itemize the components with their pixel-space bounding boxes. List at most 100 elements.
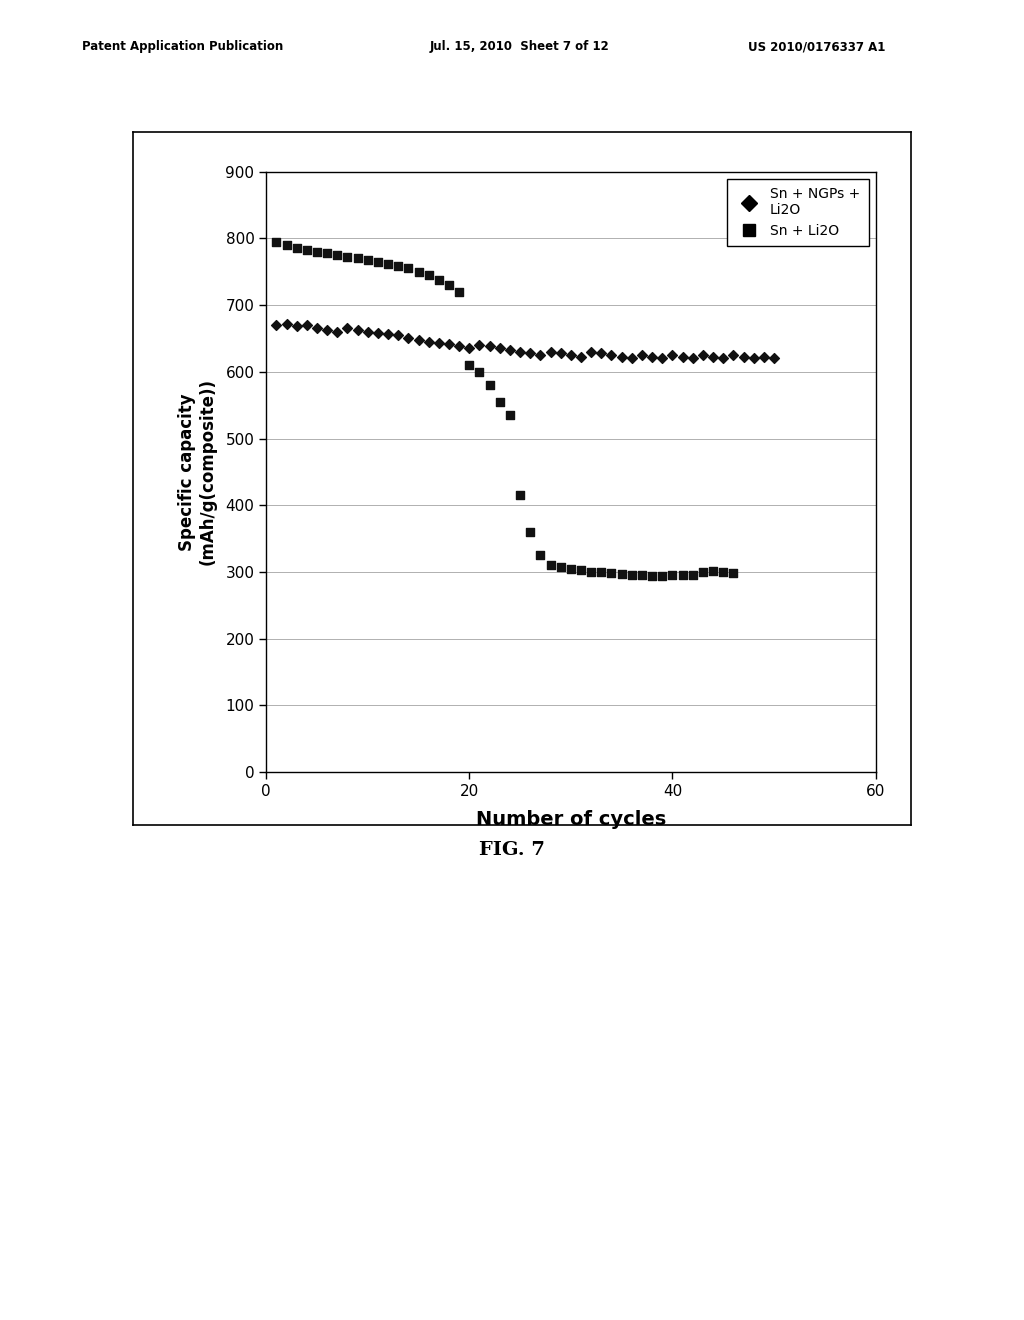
Sn + Li2O <box>400 257 417 279</box>
Sn + Li2O <box>339 247 355 268</box>
Sn + Li2O <box>563 558 580 579</box>
Sn + Li2O <box>481 375 498 396</box>
Sn + Li2O <box>359 249 376 271</box>
Sn + NGPs +
Li2O <box>756 347 772 368</box>
Text: FIG. 7: FIG. 7 <box>479 841 545 859</box>
Sn + NGPs +
Li2O <box>289 315 305 337</box>
Sn + Li2O <box>624 565 640 586</box>
Text: Patent Application Publication: Patent Application Publication <box>82 40 284 53</box>
Sn + Li2O <box>725 562 741 583</box>
Sn + NGPs +
Li2O <box>572 347 589 368</box>
Sn + Li2O <box>613 564 630 585</box>
Legend: Sn + NGPs +
Li2O, Sn + Li2O: Sn + NGPs + Li2O, Sn + Li2O <box>727 178 868 247</box>
Sn + NGPs +
Li2O <box>766 348 782 370</box>
Sn + NGPs +
Li2O <box>675 347 691 368</box>
Sn + NGPs +
Li2O <box>725 345 741 366</box>
Sn + NGPs +
Li2O <box>329 321 345 342</box>
Sn + Li2O <box>299 239 315 260</box>
Sn + Li2O <box>319 243 336 264</box>
Sn + NGPs +
Li2O <box>665 345 681 366</box>
Sn + NGPs +
Li2O <box>400 327 417 348</box>
Sn + Li2O <box>440 275 457 296</box>
Sn + NGPs +
Li2O <box>593 343 609 364</box>
Sn + NGPs +
Li2O <box>553 343 569 364</box>
Sn + Li2O <box>289 238 305 259</box>
Sn + NGPs +
Li2O <box>502 339 518 360</box>
Sn + Li2O <box>380 253 396 275</box>
Sn + Li2O <box>451 281 467 302</box>
Sn + NGPs +
Li2O <box>735 347 752 368</box>
Text: Jul. 15, 2010  Sheet 7 of 12: Jul. 15, 2010 Sheet 7 of 12 <box>430 40 610 53</box>
Sn + NGPs +
Li2O <box>440 334 457 355</box>
Sn + NGPs +
Li2O <box>370 322 386 343</box>
Sn + NGPs +
Li2O <box>339 318 355 339</box>
Sn + NGPs +
Li2O <box>431 333 447 354</box>
Sn + Li2O <box>694 561 711 582</box>
Sn + NGPs +
Li2O <box>411 329 427 350</box>
Sn + Li2O <box>329 244 345 265</box>
Sn + Li2O <box>553 556 569 577</box>
Sn + NGPs +
Li2O <box>451 335 467 356</box>
Sn + Li2O <box>502 405 518 426</box>
Sn + NGPs +
Li2O <box>684 348 700 370</box>
Sn + NGPs +
Li2O <box>563 345 580 366</box>
Y-axis label: Specific capacity
(mAh/g(composite)): Specific capacity (mAh/g(composite)) <box>178 379 217 565</box>
X-axis label: Number of cycles: Number of cycles <box>476 810 666 829</box>
Sn + Li2O <box>522 521 539 543</box>
Sn + Li2O <box>603 562 620 583</box>
Sn + Li2O <box>279 235 295 256</box>
Sn + Li2O <box>715 561 731 582</box>
Sn + NGPs +
Li2O <box>644 347 660 368</box>
Sn + NGPs +
Li2O <box>461 338 477 359</box>
Sn + NGPs +
Li2O <box>390 325 407 346</box>
Sn + Li2O <box>572 560 589 581</box>
Sn + NGPs +
Li2O <box>268 314 285 335</box>
Sn + NGPs +
Li2O <box>481 335 498 356</box>
Sn + Li2O <box>654 565 671 586</box>
Sn + NGPs +
Li2O <box>543 341 559 362</box>
Sn + NGPs +
Li2O <box>421 331 437 352</box>
Sn + Li2O <box>583 561 599 582</box>
Sn + NGPs +
Li2O <box>705 347 721 368</box>
Sn + Li2O <box>268 231 285 252</box>
Sn + Li2O <box>411 261 427 282</box>
Sn + Li2O <box>593 561 609 582</box>
Sn + NGPs +
Li2O <box>654 348 671 370</box>
Sn + NGPs +
Li2O <box>694 345 711 366</box>
Sn + Li2O <box>543 554 559 576</box>
Sn + Li2O <box>684 564 700 585</box>
Sn + NGPs +
Li2O <box>603 345 620 366</box>
Sn + NGPs +
Li2O <box>745 348 762 370</box>
Sn + NGPs +
Li2O <box>279 313 295 334</box>
Sn + NGPs +
Li2O <box>634 345 650 366</box>
Sn + NGPs +
Li2O <box>522 343 539 364</box>
Sn + Li2O <box>370 251 386 272</box>
Sn + Li2O <box>349 248 366 269</box>
Sn + NGPs +
Li2O <box>299 314 315 335</box>
Sn + NGPs +
Li2O <box>309 318 326 339</box>
Text: US 2010/0176337 A1: US 2010/0176337 A1 <box>748 40 885 53</box>
Sn + Li2O <box>492 391 508 412</box>
Sn + NGPs +
Li2O <box>715 348 731 370</box>
Sn + NGPs +
Li2O <box>359 321 376 342</box>
Sn + Li2O <box>675 565 691 586</box>
Sn + NGPs +
Li2O <box>583 341 599 362</box>
Sn + NGPs +
Li2O <box>532 345 549 366</box>
Sn + Li2O <box>471 362 487 383</box>
Sn + NGPs +
Li2O <box>512 341 528 362</box>
Sn + NGPs +
Li2O <box>349 319 366 341</box>
Sn + NGPs +
Li2O <box>380 323 396 345</box>
Sn + Li2O <box>634 565 650 586</box>
Sn + Li2O <box>461 355 477 376</box>
Sn + NGPs +
Li2O <box>613 347 630 368</box>
Sn + Li2O <box>309 242 326 263</box>
Sn + NGPs +
Li2O <box>471 334 487 355</box>
Sn + Li2O <box>532 545 549 566</box>
Sn + Li2O <box>390 256 407 277</box>
Sn + NGPs +
Li2O <box>319 319 336 341</box>
Sn + Li2O <box>644 565 660 586</box>
Sn + Li2O <box>705 560 721 581</box>
Sn + Li2O <box>421 264 437 285</box>
Sn + NGPs +
Li2O <box>624 348 640 370</box>
Sn + Li2O <box>431 269 447 290</box>
